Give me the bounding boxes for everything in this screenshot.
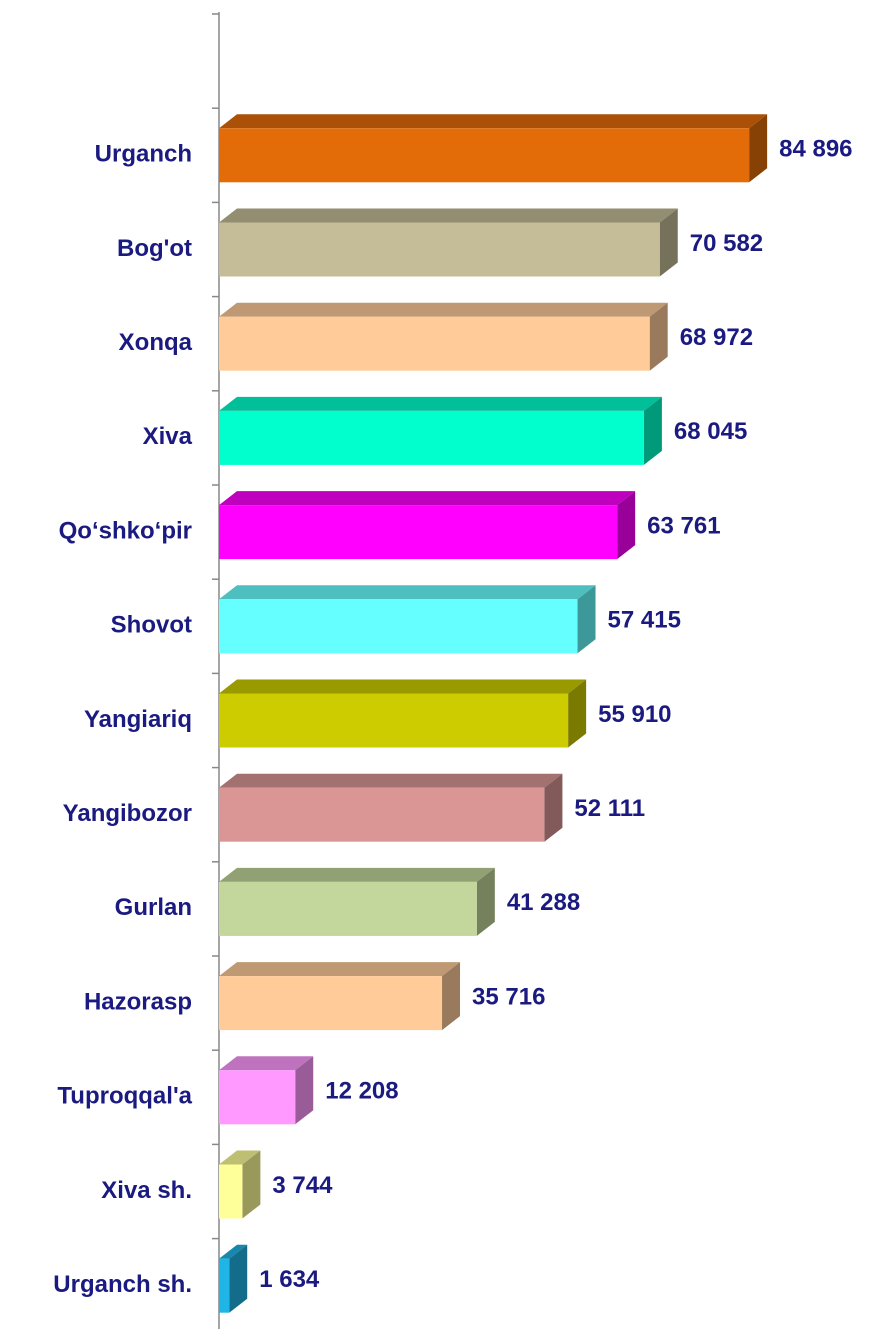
bar: [219, 1164, 243, 1219]
bar-top: [219, 962, 461, 977]
bar: [219, 787, 545, 842]
category-label: Yangibozor: [63, 800, 192, 827]
value-label: 3 744: [272, 1172, 333, 1199]
value-label: 55 910: [598, 701, 671, 728]
bar: [219, 128, 750, 183]
bar: [219, 693, 569, 748]
bar: [219, 1070, 296, 1125]
bar-side: [476, 867, 495, 936]
category-label: Xiva: [143, 423, 193, 450]
value-label: 63 761: [647, 512, 720, 539]
value-label: 68 045: [674, 418, 747, 445]
bar: [219, 222, 660, 277]
bar-top: [219, 208, 678, 223]
bar: [219, 410, 644, 465]
value-label: 1 634: [259, 1266, 320, 1293]
bar-top: [219, 396, 662, 411]
bar-side: [442, 962, 461, 1031]
bar-top: [219, 1150, 261, 1165]
category-label: Qo‘shko‘pir: [59, 517, 192, 544]
bar-top: [219, 1056, 314, 1071]
bar-top: [219, 867, 495, 882]
value-label: 84 896: [779, 136, 852, 163]
value-label: 68 972: [680, 324, 753, 351]
value-label: 35 716: [472, 983, 545, 1010]
bar-top: [219, 679, 587, 694]
bar-side: [568, 679, 587, 748]
bar-side: [643, 396, 662, 465]
bar-top: [219, 773, 563, 788]
category-label: Urganch sh.: [53, 1271, 192, 1298]
value-label: 70 582: [690, 230, 763, 257]
category-label: Xonqa: [119, 329, 193, 356]
bar: [219, 599, 578, 654]
bar-side: [544, 773, 563, 842]
value-label: 52 111: [574, 795, 645, 822]
bar-side: [577, 585, 596, 654]
bar-top: [219, 491, 636, 506]
value-label: 12 208: [325, 1078, 398, 1105]
bar: [219, 316, 650, 371]
bar: [219, 881, 477, 936]
bar-top: [219, 302, 668, 317]
bar-side: [242, 1150, 261, 1219]
bar-top: [219, 1244, 248, 1259]
category-label: Urganch: [95, 141, 192, 168]
bar-side: [659, 208, 678, 277]
category-label: Hazorasp: [84, 988, 192, 1015]
bar-side: [749, 114, 768, 183]
bar-side: [617, 491, 636, 560]
value-label: 41 288: [507, 889, 580, 916]
bar-side: [295, 1056, 314, 1125]
category-label: Gurlan: [115, 894, 192, 921]
category-label: Shovot: [111, 612, 192, 639]
bar-top: [219, 114, 768, 129]
category-label: Xiva sh.: [101, 1177, 192, 1204]
bar: [219, 1258, 230, 1313]
category-label: Yangiariq: [84, 706, 192, 733]
bar: [219, 976, 443, 1031]
bar-side: [229, 1244, 248, 1313]
value-label: 57 415: [608, 607, 681, 634]
category-label: Tuproqqal'a: [57, 1083, 192, 1110]
category-label: Bog'ot: [117, 235, 192, 262]
bar-side: [649, 302, 668, 371]
bar: [219, 505, 618, 560]
bar-top: [219, 585, 596, 600]
